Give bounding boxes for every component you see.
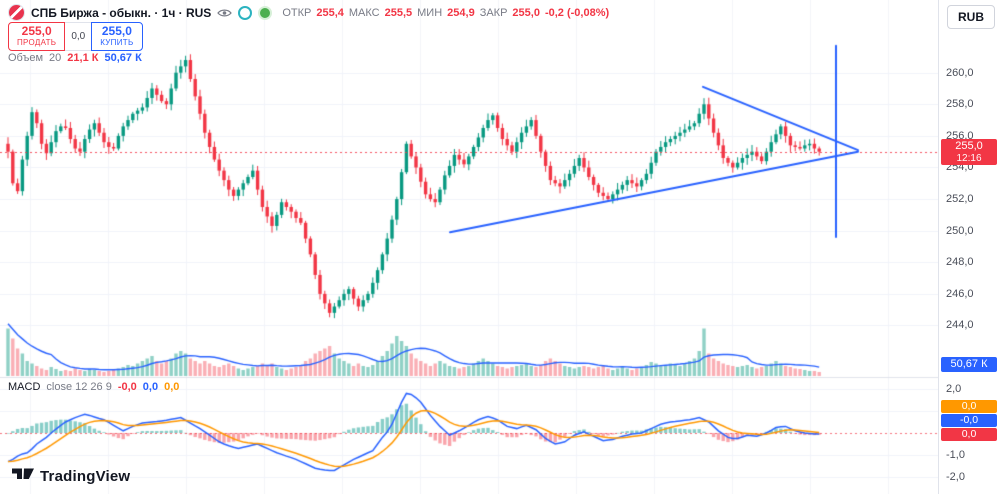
axis-tick-label: 2,0 bbox=[946, 383, 962, 395]
chart-canvas[interactable] bbox=[0, 0, 938, 494]
symbol-legend: СПБ Биржа - обыкн. · 1ч · RUS ОТКР 255,4 … bbox=[8, 4, 609, 21]
axis-tick-label: 248,0 bbox=[946, 256, 974, 268]
tradingview-brand-name: TradingView bbox=[40, 467, 131, 485]
current-price-value: 255,0 bbox=[955, 140, 983, 152]
axis-tick-label: 244,0 bbox=[946, 319, 974, 331]
buy-price: 255,0 bbox=[101, 24, 132, 38]
macd-title[interactable]: MACD bbox=[8, 381, 41, 393]
symbol-title[interactable]: СПБ Биржа - обыкн. · 1ч · RUS bbox=[31, 5, 212, 20]
axis-tick-label: -1,0 bbox=[946, 449, 965, 461]
open-value: 255,4 bbox=[316, 6, 344, 19]
currency-button[interactable]: RUB bbox=[947, 5, 995, 29]
eye-icon[interactable] bbox=[217, 8, 233, 18]
low-label: МИН bbox=[417, 6, 443, 19]
tradingview-logo-icon bbox=[12, 466, 34, 486]
sell-label: ПРОДАТЬ bbox=[17, 38, 57, 47]
bar-countdown: 12:16 bbox=[956, 153, 982, 164]
axis-tick-label: 258,0 bbox=[946, 98, 974, 110]
macd-signal-value: 0,0 bbox=[164, 381, 180, 393]
axis-tick-label: 252,0 bbox=[946, 193, 974, 205]
volume-param: 20 bbox=[49, 52, 62, 64]
volume-value: 21,1 К bbox=[67, 52, 99, 64]
trade-widget: 255,0 ПРОДАТЬ 0,0 255,0 КУПИТЬ bbox=[8, 22, 143, 51]
ohlc-values: ОТКР 255,4 МАКС 255,5 МИН 254,9 ЗАКР 255,0 -… bbox=[282, 7, 609, 19]
change-value: -0,2 (-0,08%) bbox=[544, 6, 610, 19]
axis-tick-label: 246,0 bbox=[946, 288, 974, 300]
macd-params: close 12 26 9 bbox=[46, 381, 112, 393]
close-label: ЗАКР bbox=[479, 6, 508, 19]
volume-ma-badge: 50,67 К bbox=[941, 357, 997, 372]
volume-legend: Объем 20 21,1 К 50,67 К bbox=[8, 52, 142, 64]
instrument-logo-icon[interactable] bbox=[8, 4, 25, 21]
close-value: 255,0 bbox=[512, 6, 540, 19]
buy-button[interactable]: 255,0 КУПИТЬ bbox=[91, 22, 143, 51]
sell-button[interactable]: 255,0 ПРОДАТЬ bbox=[8, 22, 66, 51]
high-label: МАКС bbox=[348, 6, 380, 19]
axis-tick-label: -2,0 bbox=[946, 471, 965, 483]
spread-value: 0,0 bbox=[65, 22, 92, 51]
status-dot-icon[interactable] bbox=[258, 5, 273, 20]
sell-price: 255,0 bbox=[21, 24, 52, 38]
tradingview-brand[interactable]: TradingView bbox=[12, 466, 130, 486]
volume-ma-value: 50,67 К bbox=[104, 52, 142, 64]
low-value: 254,9 bbox=[447, 6, 475, 19]
axis-tick-label: 260,0 bbox=[946, 67, 974, 79]
quick-trade-icon[interactable] bbox=[238, 5, 253, 20]
macd-line-badge: -0,0 bbox=[941, 414, 997, 427]
open-label: ОТКР bbox=[282, 6, 312, 19]
price-axis[interactable]: RUB 260,0 258,0 256,0 254,0 252,0 250,0 248,0 2… bbox=[938, 0, 1000, 494]
macd-line-value: 0,0 bbox=[142, 381, 159, 393]
macd-hist-badge: 0,0 bbox=[941, 428, 997, 441]
macd-legend: MACD close 12 26 9 -0,0 0,0 0,0 bbox=[8, 381, 179, 393]
current-price-badge: 255,0 12:16 bbox=[941, 139, 997, 165]
buy-label: КУПИТЬ bbox=[100, 38, 134, 47]
volume-title[interactable]: Объем bbox=[8, 52, 44, 64]
high-value: 255,5 bbox=[384, 6, 413, 19]
macd-signal-badge: 0,0 bbox=[941, 400, 997, 413]
macd-hist-value: -0,0 bbox=[117, 381, 137, 393]
axis-tick-label: 250,0 bbox=[946, 225, 974, 237]
